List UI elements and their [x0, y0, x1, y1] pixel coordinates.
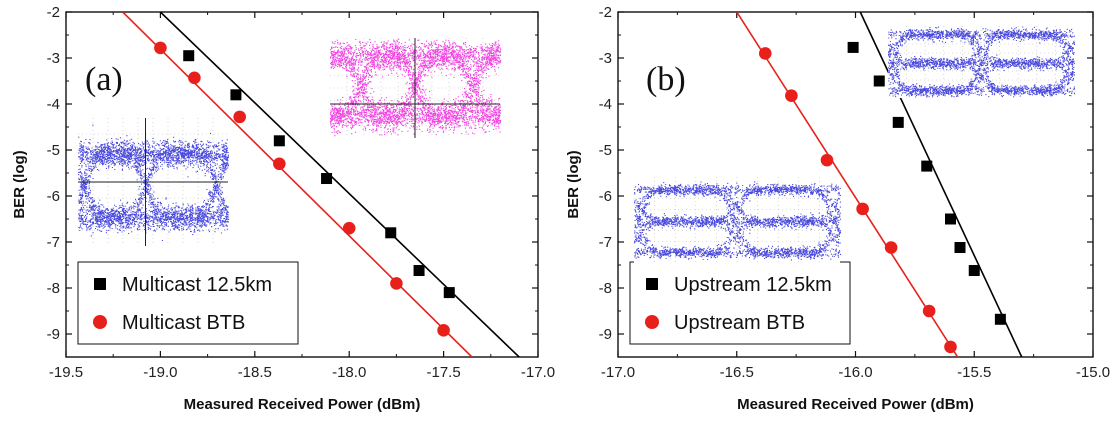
- legend-marker-circle: [93, 315, 107, 329]
- x-tick-label: -15.5: [957, 364, 991, 381]
- x-tick-label: -15.0: [1076, 364, 1110, 381]
- fit-line-twelve-km: [159, 12, 520, 357]
- data-point-square: [921, 160, 933, 172]
- data-point-square: [968, 265, 980, 277]
- data-point-circle: [273, 157, 286, 171]
- legend-box: [629, 261, 851, 345]
- data-point-square: [321, 173, 333, 185]
- data-point-square: [443, 287, 455, 299]
- inset-eye-diagram-blue: [78, 118, 230, 246]
- data-point-square: [892, 116, 904, 128]
- x-tick-label: -19.0: [143, 364, 177, 381]
- y-tick-label: -5: [599, 142, 612, 159]
- y-tick-label: -4: [47, 96, 60, 113]
- inset-eye-diagram-magenta-trace: [330, 38, 502, 137]
- y-tick-label: -9: [599, 326, 612, 343]
- data-point-circle: [785, 89, 798, 103]
- x-tick-label: -16.0: [838, 364, 872, 381]
- inset-eye-diagram-blue-lower-trace: [634, 181, 842, 261]
- inset-eye-diagram-blue-lower: [634, 177, 842, 263]
- legend-marker-circle: [645, 315, 659, 329]
- fit-line-btb: [122, 12, 473, 357]
- y-axis-label: BER (log): [11, 150, 28, 218]
- y-tick-label: -2: [47, 4, 60, 21]
- data-point-square: [873, 75, 885, 87]
- y-tick-label: -5: [47, 142, 60, 159]
- legend-marker-square: [646, 278, 658, 290]
- legend-label: Multicast 12.5km: [122, 274, 272, 296]
- legend-label: Multicast BTB: [122, 312, 245, 334]
- chart-panel-a: -19.5 -19.0 -18.5 -18.0 -17.5 -17.0 -2 -3 -4 -5 -6…: [11, 4, 555, 413]
- y-tick-label: -6: [599, 188, 612, 205]
- data-point-square: [413, 265, 425, 277]
- inset-eye-diagram-blue-upper: [888, 26, 1076, 98]
- y-tick-label: -3: [47, 50, 60, 67]
- y-tick-label: -8: [599, 280, 612, 297]
- data-point-square: [385, 227, 397, 239]
- y-tick-label: -7: [47, 234, 60, 251]
- data-point-circle: [884, 241, 898, 254]
- data-point-circle: [437, 324, 450, 337]
- x-tick-label: -18.5: [238, 364, 272, 381]
- panel-label: (a): [85, 61, 123, 98]
- data-point-circle: [342, 221, 356, 235]
- data-point-square: [994, 313, 1006, 325]
- x-tick-label: -18.0: [332, 364, 366, 381]
- legend-marker-square: [94, 278, 106, 290]
- data-point-square: [273, 135, 285, 147]
- inset-eye-diagram-blue-upper-trace: [888, 26, 1076, 98]
- data-point-square: [945, 213, 956, 225]
- y-tick-label: -8: [47, 280, 60, 297]
- data-point-circle: [188, 71, 201, 85]
- legend-label: Upstream BTB: [674, 312, 805, 334]
- y-tick-label: -9: [47, 326, 60, 343]
- x-tick-label: -17.0: [521, 364, 555, 381]
- legend-label: Upstream 12.5km: [674, 274, 832, 296]
- data-point-square: [954, 242, 966, 254]
- data-point-circle: [390, 277, 403, 290]
- data-point-circle: [820, 153, 834, 167]
- y-tick-label: -2: [599, 4, 612, 21]
- data-point-circle: [758, 47, 772, 60]
- x-axis-label: Measured Received Power (dBm): [737, 396, 974, 413]
- x-axis-label: Measured Received Power (dBm): [184, 396, 421, 413]
- data-point-square: [847, 41, 859, 53]
- y-tick-label: -7: [599, 234, 612, 251]
- legend-box: [77, 261, 299, 345]
- chart-panel-b: -17.0 -16.5 -16.0 -15.5 -15.0 -2 -3 -4 -5 -6 -7 -8 -…: [565, 4, 1110, 413]
- panel-label: (b): [646, 61, 686, 98]
- inset-eye-diagram-blue-trace: [78, 124, 230, 242]
- data-point-circle: [944, 340, 957, 354]
- y-axis-label: BER (log): [565, 150, 582, 218]
- inset-eye-diagram-magenta: [330, 38, 502, 138]
- data-point-circle: [154, 41, 167, 55]
- data-point-circle: [856, 202, 869, 216]
- y-tick-label: -3: [599, 50, 612, 67]
- data-point-circle: [233, 110, 246, 124]
- fit-line-twelve-km: [859, 12, 1023, 357]
- data-point-square: [230, 89, 242, 101]
- fit-line-btb: [736, 12, 959, 357]
- x-tick-label: -19.5: [49, 364, 83, 381]
- x-tick-label: -17.5: [426, 364, 460, 381]
- x-tick-label: -16.5: [720, 364, 754, 381]
- y-tick-label: -4: [599, 96, 612, 113]
- data-point-square: [183, 50, 195, 62]
- x-tick-label: -17.0: [601, 364, 635, 381]
- y-tick-label: -6: [47, 188, 60, 205]
- data-point-circle: [922, 304, 936, 318]
